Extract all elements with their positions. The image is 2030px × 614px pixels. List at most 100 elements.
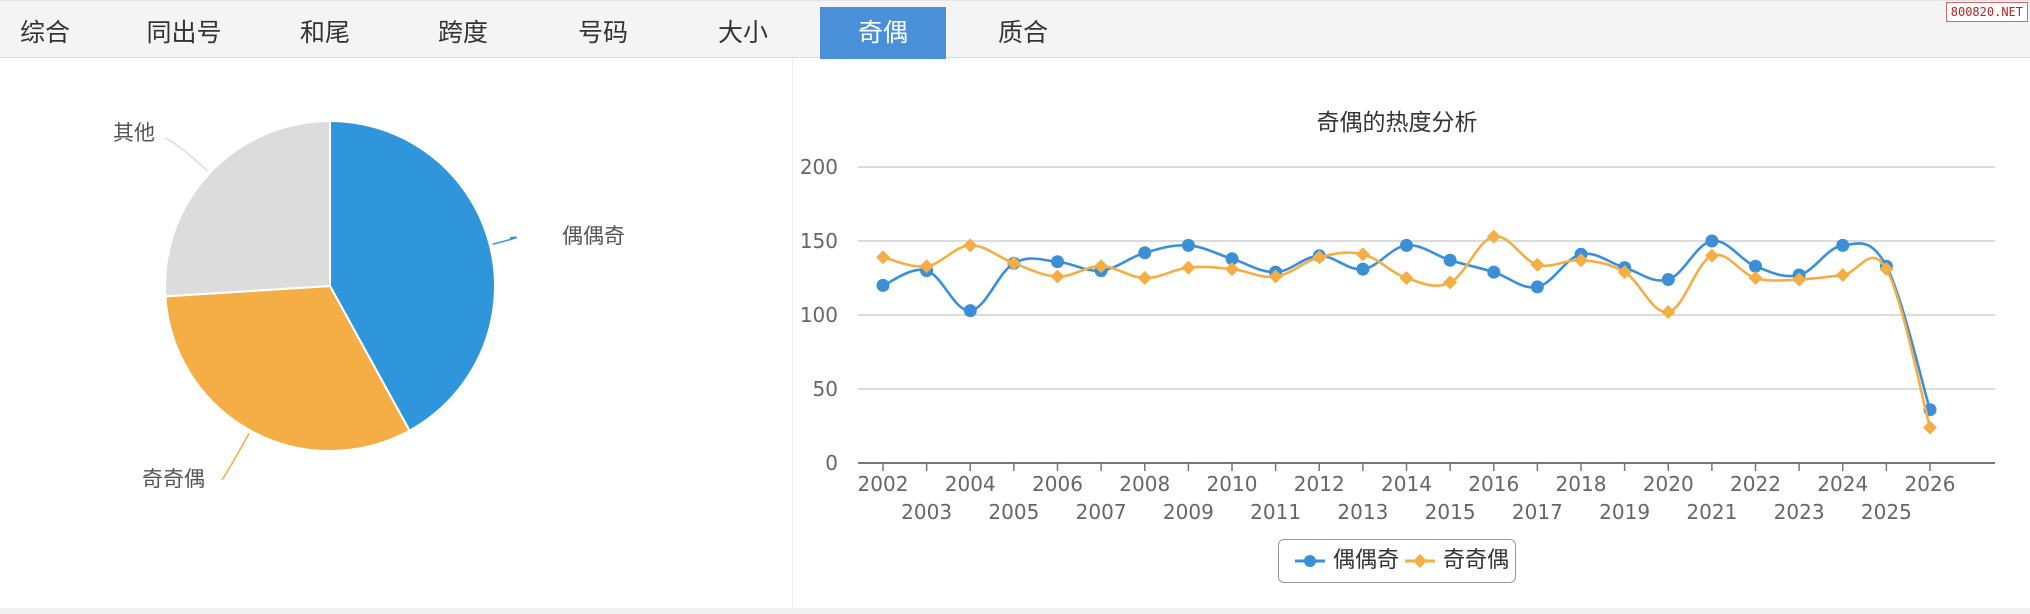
pie-slice-label: 偶偶奇: [562, 224, 625, 248]
diamond-marker-icon: [1405, 554, 1435, 568]
tab-numbers[interactable]: 号码: [577, 18, 628, 47]
x-tick-label: 2007: [1076, 500, 1127, 524]
data-point-2: [1792, 272, 1807, 287]
data-point-2: [1574, 253, 1588, 268]
data-point-1: [1530, 280, 1544, 294]
tab-bar: 综合 同出号 和尾 跨度 号码 大小 奇偶 质合: [0, 0, 2030, 59]
data-point-2: [1225, 262, 1239, 277]
series-line-2: [882, 235, 1932, 428]
tab-same-numbers[interactable]: 同出号: [146, 18, 222, 47]
pie-slice-label: 奇奇偶: [142, 467, 205, 491]
data-point-1: [1356, 262, 1370, 276]
data-point-1: [1400, 238, 1413, 252]
tab-span[interactable]: 跨度: [437, 18, 488, 47]
x-tick-label: 2024: [1817, 472, 1868, 496]
data-point-1: [1836, 238, 1850, 252]
data-point-2: [1181, 260, 1196, 275]
x-tick-label: 2010: [1207, 472, 1258, 496]
pie-connector: [221, 432, 250, 481]
bottom-border: [0, 608, 2030, 614]
data-point-2: [1486, 229, 1501, 244]
tab-sum-tail[interactable]: 和尾: [299, 18, 350, 47]
pie-connector: [164, 137, 209, 172]
tab-big-small[interactable]: 大小: [717, 18, 768, 47]
x-tick-label: 2004: [945, 472, 996, 496]
legend-label-series-1: 偶偶奇: [1333, 548, 1400, 573]
panel-divider: [792, 58, 793, 610]
x-tick-label: 2021: [1686, 500, 1737, 524]
x-tick-label: 2009: [1163, 500, 1214, 524]
data-point-2: [1006, 256, 1021, 271]
x-tick-label: 2025: [1861, 500, 1912, 524]
x-tick-label: 2019: [1599, 500, 1650, 524]
data-point-1: [1749, 259, 1762, 273]
data-point-1: [1225, 252, 1239, 266]
data-point-1: [1661, 273, 1675, 286]
x-tick-label: 2002: [858, 472, 909, 496]
data-point-1: [1181, 238, 1195, 252]
x-tick-label: 2017: [1512, 500, 1563, 524]
pie-connector: [492, 236, 518, 245]
tab-comprehensive[interactable]: 综合: [19, 18, 70, 47]
x-tick-label: 2013: [1337, 500, 1388, 524]
data-point-2: [1312, 250, 1327, 265]
data-point-2: [1399, 271, 1414, 285]
data-point-2: [1704, 248, 1719, 263]
pie-slice: [329, 119, 496, 432]
x-tick-label: 2008: [1119, 472, 1170, 496]
data-point-2: [876, 250, 890, 265]
x-tick-label: 2026: [1905, 472, 1956, 496]
data-point-2: [1050, 269, 1065, 284]
data-point-2: [1661, 305, 1676, 319]
x-tick-label: 2023: [1774, 500, 1825, 524]
pie-slice-label: 其他: [113, 121, 155, 145]
y-tick-label: 0: [825, 451, 838, 475]
series-line-1: [882, 239, 1932, 411]
data-point-2: [963, 238, 978, 253]
data-point-1: [1138, 246, 1152, 260]
chart-title: 奇偶的热度分析: [1317, 110, 1478, 136]
y-tick-label: 50: [813, 377, 838, 401]
y-tick-label: 150: [800, 229, 838, 253]
data-point-1: [1051, 255, 1064, 269]
x-tick-label: 2012: [1294, 472, 1345, 496]
data-point-2: [1137, 271, 1152, 285]
data-point-2: [1355, 247, 1370, 262]
data-point-1: [1487, 265, 1501, 279]
x-tick-label: 2022: [1730, 472, 1781, 496]
line-chart: 奇偶的热度分析 0 50 100 150 200 2002 2003 2004 2005 2006 2…: [800, 110, 1995, 524]
pie-slice: [164, 284, 411, 452]
x-tick-label: 2011: [1250, 500, 1301, 524]
legend-item-series-2[interactable]: 奇奇偶: [1403, 540, 1510, 582]
data-point-1: [876, 278, 890, 292]
pie-slice: [164, 119, 331, 298]
data-point-2: [1530, 257, 1545, 272]
legend-label-series-2: 奇奇偶: [1443, 548, 1510, 573]
tab-prime-composite[interactable]: 质合: [997, 18, 1048, 47]
x-tick-label: 2020: [1643, 472, 1694, 496]
x-tick-label: 2003: [901, 500, 952, 524]
data-point-1: [1443, 253, 1457, 267]
data-point-2: [919, 259, 934, 274]
data-point-1: [1705, 234, 1719, 248]
y-tick-label: 200: [800, 155, 838, 179]
x-tick-label: 2006: [1032, 472, 1083, 496]
circle-marker-icon: [1295, 555, 1325, 567]
data-point-2: [1748, 271, 1763, 285]
legend-item-series-1[interactable]: 偶偶奇: [1293, 540, 1400, 582]
tab-odd-even[interactable]: 奇偶: [820, 7, 946, 59]
x-tick-label: 2018: [1556, 472, 1607, 496]
site-watermark: 800820.NET: [1945, 2, 2028, 22]
x-tick-label: 2016: [1468, 472, 1519, 496]
data-point-2: [1268, 269, 1283, 284]
y-tick-label: 100: [800, 303, 838, 327]
data-point-2: [1835, 268, 1850, 282]
data-point-2: [1443, 275, 1458, 290]
data-point-2: [1923, 420, 1937, 435]
data-point-2: [1879, 262, 1894, 277]
data-point-2: [1617, 265, 1632, 280]
data-point-2: [1094, 259, 1109, 274]
data-point-1: [963, 304, 977, 318]
x-tick-label: 2015: [1425, 500, 1476, 524]
